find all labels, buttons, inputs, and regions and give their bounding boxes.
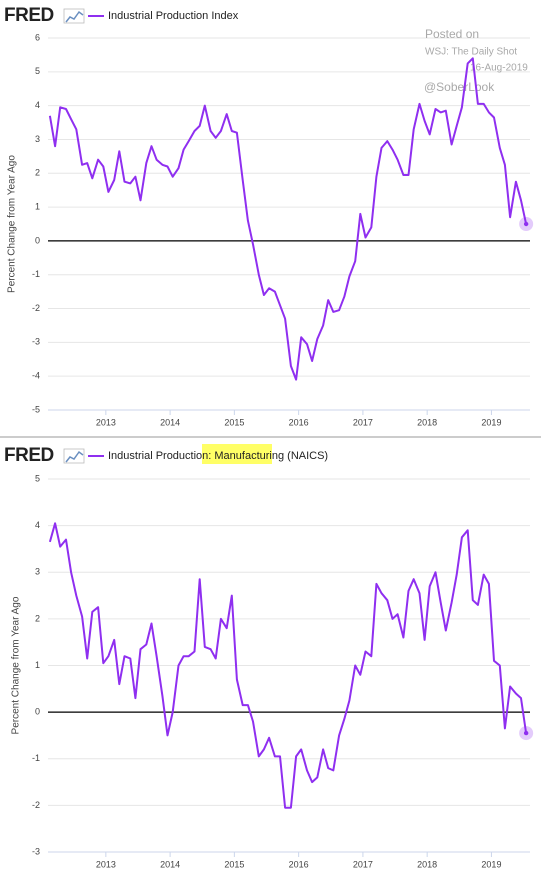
- y-tick-label: 4: [35, 520, 40, 530]
- y-tick-label: 2: [35, 613, 40, 623]
- y-tick-label: 1: [35, 660, 40, 670]
- annotation: WSJ: The Daily Shot: [425, 47, 517, 58]
- x-tick-label: 2013: [96, 417, 116, 427]
- y-tick-label: 0: [35, 707, 40, 717]
- series-line: [48, 57, 528, 381]
- legend-label: Industrial Production: Manufacturing (NA…: [108, 450, 328, 462]
- x-tick-label: 2018: [417, 417, 437, 427]
- annotation: @SoberLook: [424, 80, 495, 94]
- last-point: [523, 730, 529, 736]
- logo: FRED: [4, 445, 54, 466]
- x-tick-label: 2017: [353, 859, 373, 869]
- x-tick-label: 2016: [289, 859, 309, 869]
- y-tick-label: 1: [35, 201, 40, 211]
- x-tick-label: 2014: [160, 417, 180, 427]
- annotation: Posted on: [425, 27, 479, 41]
- y-tick-label: 4: [35, 100, 40, 110]
- x-tick-label: 2013: [96, 859, 116, 869]
- y-tick-label: -1: [32, 753, 40, 763]
- logo-icon: [65, 450, 84, 463]
- y-tick-label: 5: [35, 473, 40, 483]
- x-tick-label: 2019: [481, 859, 501, 869]
- y-tick-label: -4: [32, 371, 40, 381]
- x-tick-label: 2019: [481, 417, 501, 427]
- x-tick-label: 2015: [224, 859, 244, 869]
- series-line: [48, 522, 528, 809]
- legend-highlight: [202, 444, 272, 464]
- y-tick-label: 3: [35, 567, 40, 577]
- x-tick-label: 2016: [289, 417, 309, 427]
- x-tick-label: 2014: [160, 859, 180, 869]
- logo-icon-frame: [63, 8, 85, 24]
- annotation: 16-Aug-2019: [470, 63, 528, 74]
- y-axis-title: Percent Change from Year Ago: [11, 596, 22, 734]
- logo-icon-frame: [63, 448, 85, 464]
- last-point: [523, 221, 529, 227]
- x-tick-label: 2015: [224, 417, 244, 427]
- logo: FRED: [4, 5, 54, 26]
- x-tick-label: 2018: [417, 859, 437, 869]
- y-tick-label: 3: [35, 134, 40, 144]
- y-tick-label: -3: [32, 337, 40, 347]
- y-tick-label: 2: [35, 168, 40, 178]
- logo-icon: [65, 10, 84, 23]
- x-tick-label: 2017: [353, 417, 373, 427]
- y-tick-label: -3: [32, 846, 40, 856]
- y-tick-label: -2: [32, 800, 40, 810]
- y-tick-label: 5: [35, 66, 40, 76]
- legend-label: Industrial Production Index: [108, 10, 239, 22]
- y-axis-title: Percent Change from Year Ago: [7, 155, 18, 293]
- y-tick-label: -1: [32, 269, 40, 279]
- y-tick-label: -5: [32, 404, 40, 414]
- y-tick-label: 0: [35, 235, 40, 245]
- y-tick-label: 6: [35, 32, 40, 42]
- y-tick-label: -2: [32, 303, 40, 313]
